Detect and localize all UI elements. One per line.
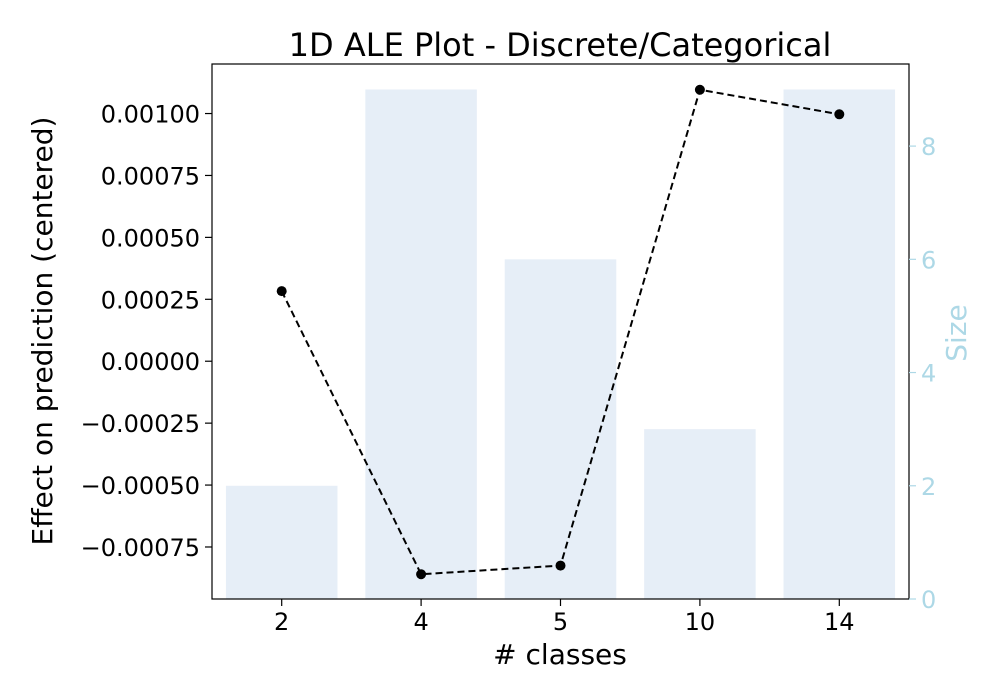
ale-point-4 [416, 569, 427, 580]
right-axis: 8 6 4 2 0 [909, 133, 936, 614]
y-right-tick-label: 2 [921, 473, 936, 501]
size-bar-10 [644, 429, 756, 599]
x-axis-label: # classes [493, 638, 627, 671]
size-bar-2 [225, 485, 338, 599]
y-right-tick-label: 4 [921, 360, 936, 388]
y-right-tick-label: 8 [921, 133, 936, 161]
ale-point-5 [555, 560, 566, 571]
x-tick-label: 14 [824, 608, 855, 636]
size-bar-4 [365, 89, 477, 599]
x-tick-label: 4 [413, 608, 428, 636]
left-axis: 0.00100 0.00075 0.00050 0.00025 0.00000 −0.00… [81, 101, 212, 562]
y-axis-label: Effect on prediction (centered) [26, 117, 59, 546]
y-tick-label: −0.00075 [81, 534, 200, 562]
ale-point-2 [276, 286, 287, 297]
y-tick-label: −0.00025 [81, 410, 200, 438]
y-tick-label: 0.00025 [101, 286, 200, 314]
y-tick-label: 0.00100 [101, 101, 200, 129]
x-tick-label: 5 [553, 608, 568, 636]
y-tick-label: −0.00050 [81, 472, 200, 500]
y-axis-right-label: Size [940, 304, 973, 361]
y-right-tick-label: 0 [921, 586, 936, 614]
x-tick-label: 2 [274, 608, 289, 636]
size-bar-14 [783, 89, 896, 599]
y-right-tick-label: 6 [921, 246, 936, 274]
x-tick-label: 10 [685, 608, 716, 636]
x-axis: 2 4 5 10 14 [274, 599, 855, 636]
y-tick-label: 0.00000 [101, 348, 200, 376]
line-layer [276, 84, 845, 580]
size-bar-5 [504, 259, 617, 599]
bars-layer [225, 89, 896, 599]
y-tick-label: 0.00075 [101, 162, 200, 190]
chart-title: 1D ALE Plot - Discrete/Categorical [289, 26, 832, 64]
y-tick-label: 0.00050 [101, 224, 200, 252]
ale-point-14 [834, 109, 845, 120]
ale-point-10 [694, 84, 705, 95]
